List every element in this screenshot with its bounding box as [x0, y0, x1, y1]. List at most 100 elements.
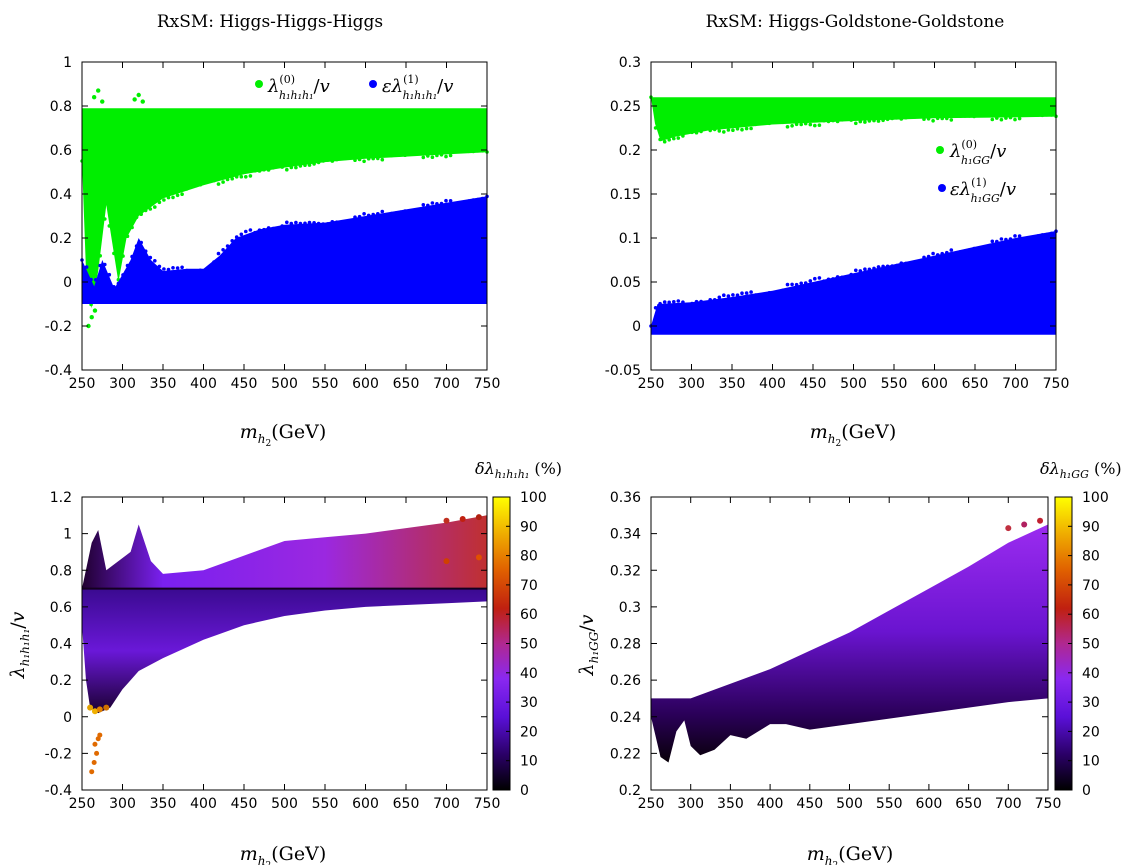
series-point-1 [225, 244, 230, 248]
series-point-0 [325, 158, 330, 162]
series-point-1 [758, 293, 762, 298]
series-point-1 [985, 244, 990, 249]
series-point-0 [257, 169, 262, 173]
series-point-1 [294, 220, 298, 225]
highlight-point [459, 515, 466, 522]
series-point-0 [457, 149, 462, 154]
series-point-0 [658, 137, 662, 142]
series-point-0 [981, 113, 985, 117]
series-point-0 [767, 121, 772, 126]
series-point-0 [448, 153, 453, 158]
series-point-0 [894, 116, 899, 120]
series-point-0 [125, 234, 130, 238]
colorbar-tick-label: 80 [1082, 549, 1100, 565]
series-point-1 [726, 294, 731, 298]
series-point-0 [389, 153, 394, 158]
series-point-1 [676, 299, 681, 303]
colorbar-tick-label: 30 [520, 695, 538, 711]
x-tick-label: 750 [1035, 796, 1062, 812]
x-tick-label: 250 [69, 796, 96, 812]
series-point-0 [198, 182, 203, 187]
legend-marker-tree [255, 80, 263, 88]
series-point-1 [835, 275, 840, 279]
series-point-1 [744, 291, 749, 295]
series-point-1 [808, 279, 813, 283]
series-point-0 [203, 180, 207, 184]
series-point-0 [781, 120, 785, 125]
series-point-0 [963, 114, 967, 118]
series-point-0 [330, 159, 335, 163]
highlight-point [443, 517, 450, 524]
series-point-1 [271, 226, 275, 231]
series-point-0 [904, 115, 908, 120]
highlight-point [96, 706, 103, 713]
x-tick-label: 300 [677, 796, 704, 812]
series-point-1 [690, 301, 694, 306]
colorbar-ticks: 0 10 20 30 40 50 60 70 80 90 100 [1068, 490, 1109, 799]
series-point-1 [776, 290, 781, 294]
series-point-1 [658, 301, 662, 306]
colorbar-tick-label: 90 [1082, 519, 1100, 535]
series-point-1 [257, 228, 262, 232]
series-point-0 [794, 122, 799, 127]
series-point-1 [203, 268, 207, 273]
series-point-0 [394, 153, 398, 157]
x-tick-label: 700 [433, 376, 460, 392]
series-point-0 [234, 175, 239, 179]
series-point-1 [995, 239, 999, 244]
series-outlier-0 [132, 97, 137, 102]
series-outlier-0 [89, 315, 94, 320]
x-tick-label: 300 [109, 796, 136, 812]
colorbar-tick-label: 60 [1082, 607, 1100, 623]
series-point-1 [904, 261, 908, 266]
series-point-0 [676, 136, 681, 140]
series-point-1 [234, 235, 239, 239]
series-point-0 [985, 113, 990, 118]
y-tick-label: 0.6 [50, 143, 72, 159]
series-point-1 [1013, 234, 1017, 238]
series-point-0 [180, 192, 184, 196]
y-tick-label: 1 [63, 55, 72, 71]
series-point-1 [767, 291, 772, 295]
x-axis-label: mh2(GeV) [240, 843, 326, 865]
series-point-1 [239, 232, 244, 237]
series-point-0 [262, 167, 266, 172]
series-point-1 [922, 255, 926, 260]
series-point-0 [685, 130, 690, 135]
series-point-0 [112, 251, 116, 256]
series-point-0 [758, 121, 762, 125]
y-tick-label: 0.25 [610, 99, 641, 115]
series-point-1 [307, 220, 312, 225]
series-band-1 [651, 231, 1056, 335]
x-tick-label: 650 [962, 376, 989, 392]
series-point-1 [1004, 237, 1008, 242]
series-point-1 [1040, 233, 1045, 237]
series-point-1 [453, 202, 457, 206]
series-point-0 [166, 195, 171, 200]
series-point-0 [826, 119, 831, 124]
series-point-1 [130, 254, 134, 259]
region-band [651, 524, 1048, 763]
series-point-1 [216, 251, 221, 256]
series-point-1 [107, 272, 112, 277]
series-point-0 [813, 123, 817, 128]
colorbar-label: δλh₁GG (%) [1040, 459, 1122, 481]
y-tick-label: 0.28 [610, 637, 641, 653]
x-tick-label: 550 [881, 376, 908, 392]
x-tick-label: 600 [916, 796, 943, 812]
series-point-0 [407, 152, 412, 156]
series-point-0 [221, 180, 225, 184]
series-point-0 [444, 154, 448, 159]
series-point-1 [376, 212, 380, 216]
series-point-1 [366, 213, 371, 218]
y-tick-label: 0.2 [50, 231, 72, 247]
x-tick-label: 600 [921, 376, 948, 392]
x-tick-label: 350 [719, 376, 746, 392]
series-point-0 [863, 120, 867, 124]
series-point-1 [781, 288, 785, 293]
series-point-0 [831, 118, 835, 123]
series-point-0 [972, 114, 976, 119]
series-point-1 [426, 203, 430, 208]
series-point-0 [103, 217, 107, 221]
y-tick-label: 0.8 [50, 563, 72, 579]
